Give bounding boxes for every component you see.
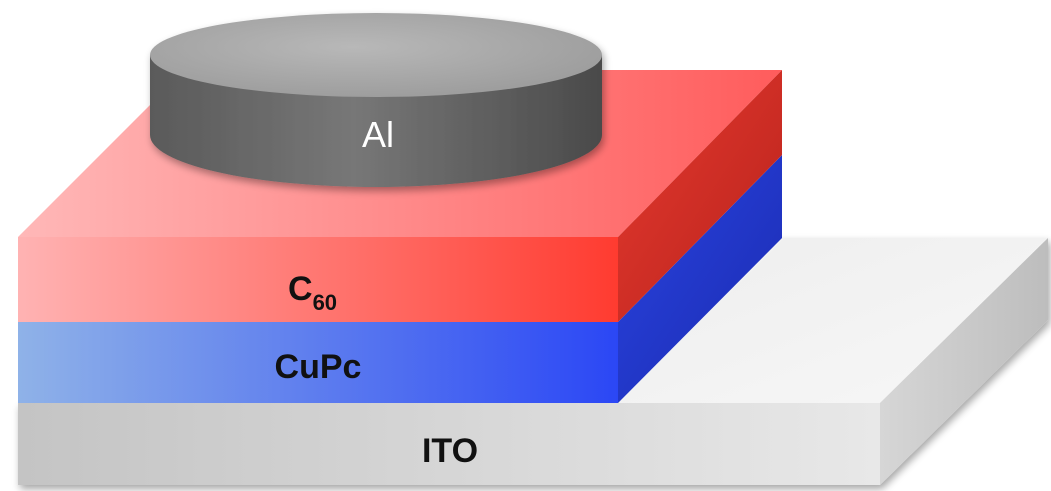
ito-top-face-right (618, 238, 1048, 403)
ito-side-face (880, 238, 1048, 485)
al-label: Al (362, 114, 394, 155)
c60-side-face (618, 70, 782, 322)
cupc-label: CuPc (275, 348, 362, 386)
c60-label-main: C (288, 270, 313, 308)
cupc-front-face (18, 322, 618, 403)
ito-layer (18, 238, 1048, 485)
ito-front-face (18, 403, 880, 485)
cupc-layer (18, 155, 782, 403)
ito-label: ITO (422, 432, 478, 470)
al-cylinder-top (150, 13, 602, 97)
al-electrode (150, 13, 602, 187)
c60-label-subscript: 60 (313, 290, 337, 315)
c60-front-face (18, 237, 618, 322)
cupc-side-face (618, 155, 782, 403)
c60-label: C60 (288, 270, 337, 315)
